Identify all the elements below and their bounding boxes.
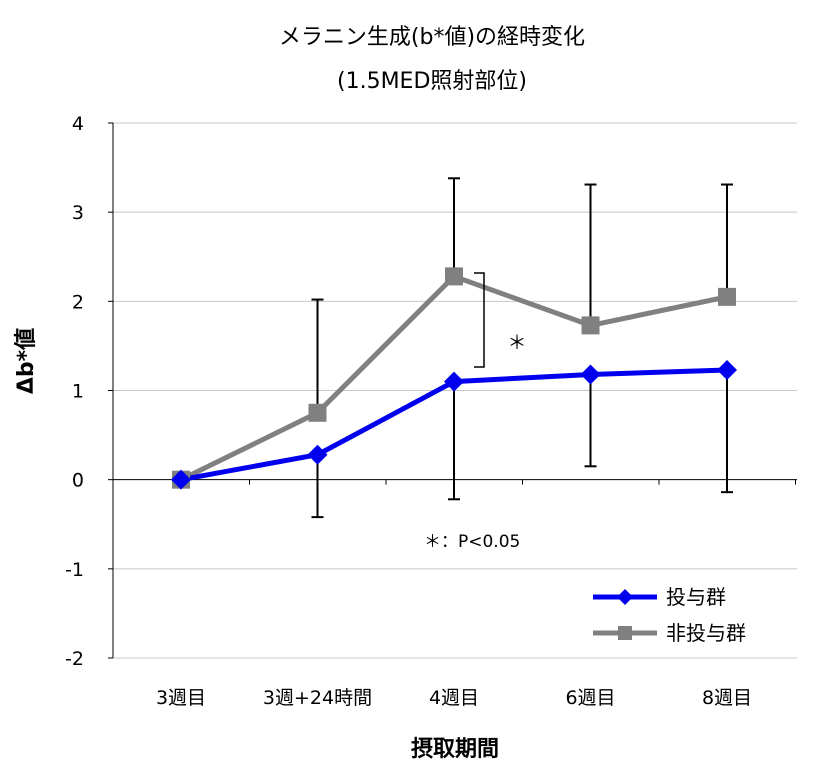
data-point-series-2	[445, 267, 463, 286]
significance-mark: ＊	[507, 332, 526, 354]
x-tick-label: 4週目	[429, 687, 479, 709]
chart-title: メラニン生成(b*値)の経時変化	[279, 25, 585, 50]
data-point-series-1	[307, 444, 328, 465]
data-point-series-1	[171, 469, 191, 490]
legend-marker-series-1	[617, 589, 633, 605]
y-tick-label: -2	[65, 648, 84, 670]
legend-label-series-1: 投与群	[666, 585, 726, 609]
data-point-series-1	[580, 364, 601, 385]
x-axis-label: 摂取期間	[411, 736, 499, 762]
y-tick-label: -1	[65, 559, 84, 581]
data-point-series-2	[581, 316, 600, 335]
gridlines	[113, 122, 797, 659]
data-point-series-1	[717, 359, 737, 380]
y-tick-label: 4	[72, 113, 84, 135]
y-tick-label: 3	[72, 202, 84, 224]
data-point-series-2	[308, 403, 327, 422]
x-tick-label: 6週目	[565, 687, 615, 709]
x-tick-label: 8週目	[702, 687, 752, 709]
chart-subtitle: (1.5MED照射部位)	[337, 69, 527, 94]
legend-label-series-2: 非投与群	[666, 621, 746, 645]
data-point-series-1	[444, 371, 464, 392]
series	[171, 267, 737, 490]
y-tick-label: 0	[72, 470, 84, 492]
x-tick-label: 3週目	[156, 687, 206, 709]
legend: 投与群 非投与群	[593, 585, 746, 645]
y-tick-labels: 4 3 2 1 0 -1 -2	[65, 113, 84, 670]
significance-note: ＊：P<0.05	[424, 532, 520, 552]
y-axis-label: Δb*値	[14, 328, 39, 394]
data-point-series-2	[718, 287, 736, 306]
significance-bracket	[474, 272, 485, 368]
y-tick-label: 2	[72, 291, 84, 313]
x-tick-labels: 3週目 3週+24時間 4週目 6週目 8週目	[156, 687, 752, 709]
y-tick-label: 1	[72, 381, 84, 403]
x-tick-label: 3週+24時間	[263, 687, 372, 709]
legend-marker-series-2	[618, 626, 632, 640]
